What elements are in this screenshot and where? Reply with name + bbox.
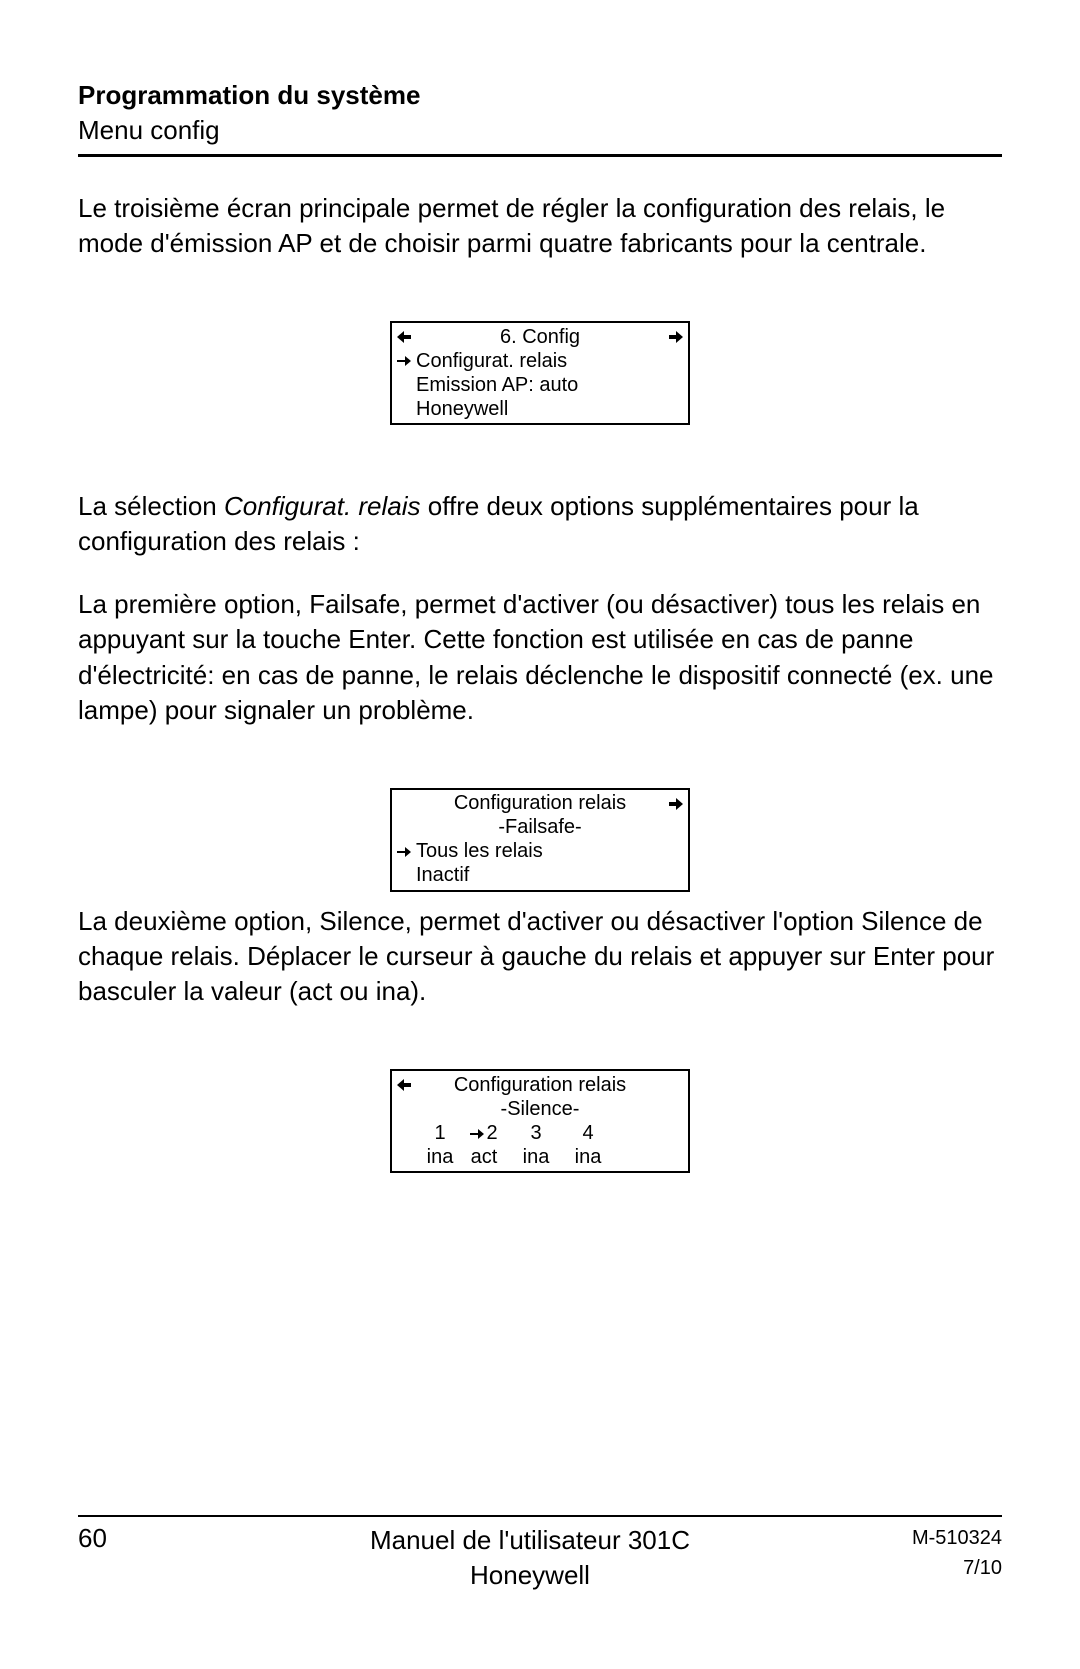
lcd-screen-3-container: Configuration relais -Silence- 1 2 3 4 i…	[78, 1069, 1002, 1173]
footer-center-line2: Honeywell	[198, 1558, 862, 1593]
document-page: Programmation du système Menu config Le …	[0, 0, 1080, 1669]
footer-right: M-510324 7/10	[862, 1523, 1002, 1583]
lcd1-line2: Configurat. relais	[416, 349, 688, 374]
spacer	[392, 1145, 422, 1169]
cursor-right-icon	[392, 349, 416, 374]
section-title: Programmation du système	[78, 80, 1002, 111]
lcd3-title: Configuration relais	[416, 1073, 664, 1098]
footer-center: Manuel de l'utilisateur 301C Honeywell	[198, 1523, 862, 1593]
footer-rule	[78, 1515, 1002, 1517]
paragraph-4: La deuxième option, Silence, permet d'ac…	[78, 904, 1002, 1009]
lcd3-col3: 3	[510, 1121, 562, 1145]
lcd2-line4: Inactif	[416, 863, 688, 888]
p2-italic: Configurat. relais	[224, 491, 421, 521]
arrow-right-icon	[664, 791, 688, 816]
footer-center-line1: Manuel de l'utilisateur 301C	[198, 1523, 862, 1558]
lcd3-col2-with-cursor: 2	[458, 1121, 510, 1145]
lcd-screen-2: Configuration relais -Failsafe- Tous les…	[390, 788, 690, 892]
lcd-screen-1: 6. Config Configurat. relais Emission AP…	[390, 321, 690, 425]
lcd3-col4: 4	[562, 1121, 614, 1145]
lcd3-val3: ina	[510, 1145, 562, 1169]
lcd2-subtitle: -Failsafe-	[392, 815, 688, 840]
arrow-left-icon	[392, 1073, 416, 1098]
lcd1-line4: Honeywell	[416, 397, 688, 422]
footer-doc-id: M-510324	[862, 1523, 1002, 1553]
paragraph-3: La première option, Failsafe, permet d'a…	[78, 587, 1002, 727]
arrow-right-icon	[664, 325, 688, 350]
lcd3-subtitle: -Silence-	[392, 1097, 688, 1122]
lcd-screen-1-container: 6. Config Configurat. relais Emission AP…	[78, 321, 1002, 425]
cursor-right-icon	[392, 839, 416, 864]
spacer	[392, 1121, 422, 1145]
lcd3-col1: 1	[422, 1121, 458, 1145]
lcd-screen-3: Configuration relais -Silence- 1 2 3 4 i…	[390, 1069, 690, 1173]
footer-date: 7/10	[862, 1553, 1002, 1583]
lcd3-val4: ina	[562, 1145, 614, 1169]
paragraph-1: Le troisième écran principale permet de …	[78, 191, 1002, 261]
lcd3-val1: ina	[422, 1145, 458, 1169]
lcd3-val2: act	[458, 1145, 510, 1169]
page-number: 60	[78, 1523, 198, 1554]
p2-part-a: La sélection	[78, 491, 224, 521]
lcd1-line3: Emission AP: auto	[416, 373, 688, 398]
arrow-left-icon	[392, 325, 416, 350]
section-subtitle: Menu config	[78, 115, 1002, 146]
lcd-screen-2-container: Configuration relais -Failsafe- Tous les…	[78, 788, 1002, 892]
page-footer: 60 Manuel de l'utilisateur 301C Honeywel…	[78, 1515, 1002, 1593]
lcd3-relay-grid: 1 2 3 4 ina act ina ina	[392, 1121, 688, 1169]
lcd2-line3: Tous les relais	[416, 839, 688, 864]
header-rule	[78, 154, 1002, 157]
paragraph-2: La sélection Configurat. relais offre de…	[78, 489, 1002, 559]
lcd2-title: Configuration relais	[416, 791, 664, 816]
lcd1-title: 6. Config	[416, 325, 664, 350]
